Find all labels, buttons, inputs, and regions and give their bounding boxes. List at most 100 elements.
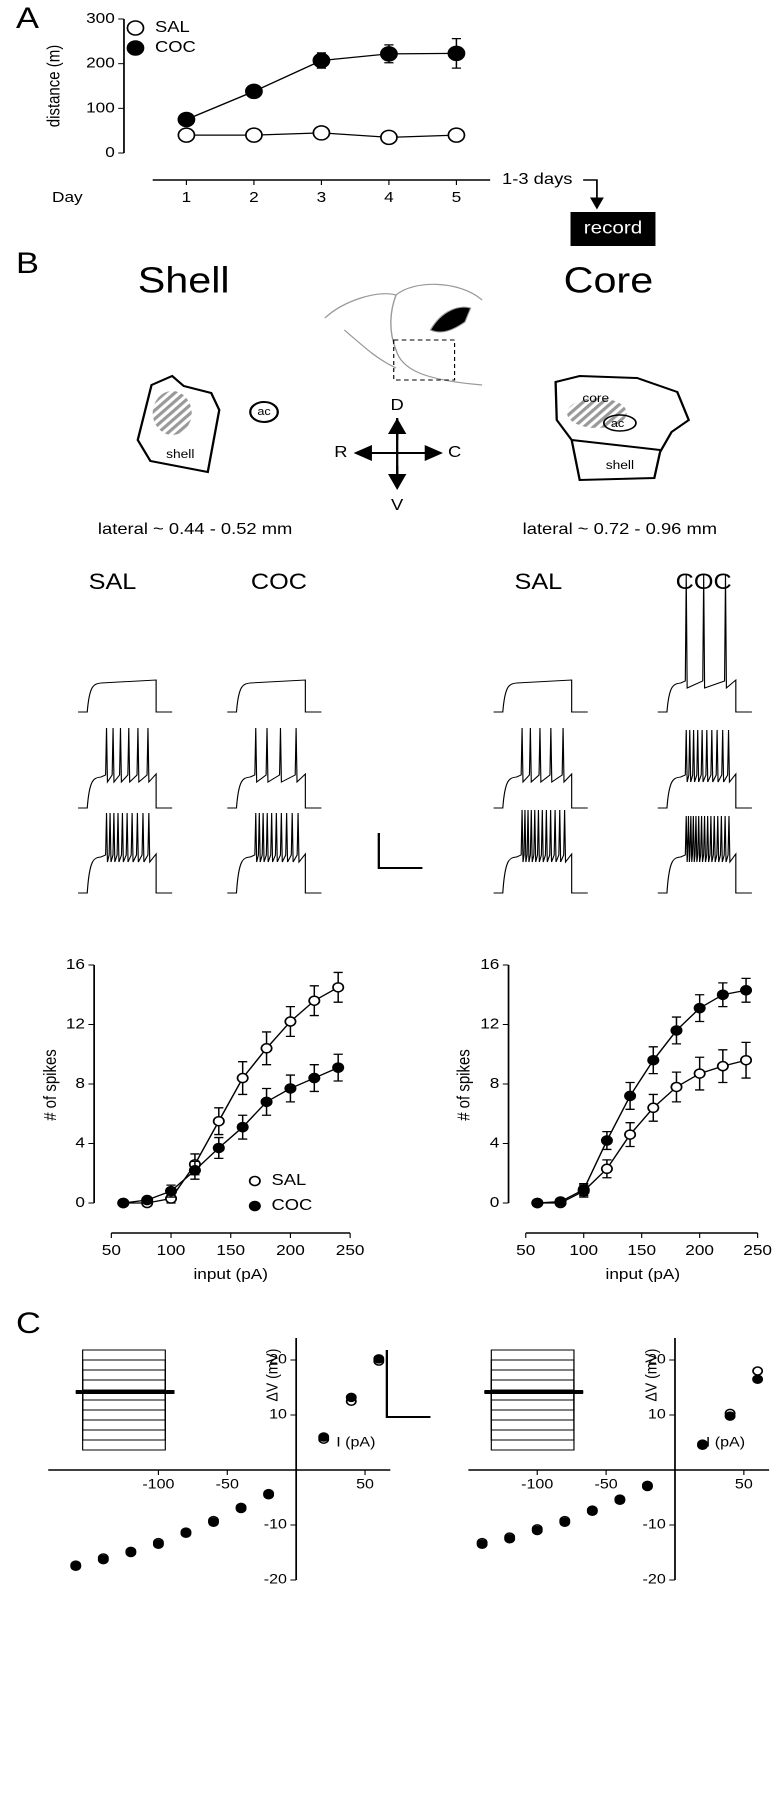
series-line [123, 986, 339, 1204]
trace [227, 679, 322, 713]
y-axis-label: ΔV (mV) [642, 1349, 660, 1402]
region-label: core [582, 391, 609, 405]
marker [263, 1490, 275, 1500]
marker [245, 83, 263, 100]
marker [724, 1411, 736, 1421]
x-tick-label: 4 [384, 189, 394, 206]
marker [716, 1060, 729, 1072]
trace [78, 679, 173, 713]
marker [165, 1185, 178, 1197]
marker [332, 982, 345, 993]
x-tick-label: -100 [142, 1477, 174, 1493]
record-box [570, 212, 656, 246]
marker [740, 985, 753, 996]
trace [75, 1369, 175, 1393]
trace [75, 1391, 175, 1421]
lateral-label: lateral ~ 0.72 - 0.96 mm [523, 519, 717, 538]
y-tick-label: 4 [75, 1134, 85, 1151]
x-axis-label: I (pA) [706, 1435, 745, 1451]
marker [647, 1102, 660, 1114]
x-tick-label: 150 [216, 1242, 245, 1259]
marker [740, 1054, 753, 1066]
marker [117, 1197, 130, 1209]
trace [75, 1391, 175, 1451]
trace [75, 1391, 175, 1441]
series-line [537, 1059, 747, 1204]
trace [484, 1391, 584, 1431]
y-axis-label: ΔV (mV) [264, 1349, 282, 1402]
marker [531, 1525, 543, 1536]
marker [476, 1539, 488, 1549]
marker [577, 1184, 590, 1195]
core-site [567, 398, 627, 428]
y-tick-label: 16 [480, 956, 499, 973]
trace [78, 812, 173, 894]
trace [75, 1391, 175, 1411]
y-tick-label: 100 [86, 99, 115, 116]
x-tick-label: 1 [182, 189, 192, 206]
y-tick-label: 0 [490, 1194, 500, 1211]
delay-label: 1-3 days [502, 169, 572, 188]
marker [260, 1096, 273, 1108]
legend-marker [126, 20, 145, 36]
marker [345, 1392, 357, 1403]
scale-bar [385, 1350, 431, 1418]
legend-label: COC [155, 37, 196, 56]
trace [484, 1359, 584, 1393]
trace [484, 1369, 584, 1393]
legend-marker [248, 1200, 261, 1212]
trace [484, 1391, 584, 1451]
delay-arrow [583, 179, 604, 210]
marker [531, 1197, 544, 1209]
y-tick-label: -20 [264, 1572, 287, 1588]
marker [180, 1528, 192, 1538]
x-tick-label: 100 [157, 1242, 186, 1259]
legend-marker [126, 40, 145, 56]
x-tick-label: 200 [685, 1242, 714, 1259]
x-tick-label: -50 [594, 1477, 617, 1493]
x-tick-label: 50 [102, 1242, 121, 1259]
trace [493, 727, 588, 809]
trace [75, 1391, 175, 1431]
panel-label: A [16, 1, 39, 34]
region-label: ac [257, 405, 270, 418]
x-tick-label: -50 [216, 1477, 239, 1493]
y-tick-label: 0 [75, 1194, 85, 1211]
group-label: SAL [89, 570, 137, 594]
x-tick-label: 200 [276, 1242, 305, 1259]
marker [752, 1374, 764, 1384]
series-line [123, 1067, 339, 1204]
shell-site [152, 391, 192, 435]
marker [600, 1163, 613, 1175]
marker [318, 1432, 330, 1442]
x-tick-label: 5 [452, 189, 462, 206]
marker [600, 1135, 613, 1146]
marker [152, 1539, 164, 1549]
direction-label: V [391, 495, 404, 514]
trace [227, 812, 322, 894]
marker [212, 1142, 225, 1154]
direction-label: R [334, 442, 347, 461]
region-label: shell [166, 447, 194, 461]
trace [484, 1391, 584, 1421]
marker [97, 1554, 109, 1565]
marker [260, 1043, 273, 1054]
legend-label: COC [271, 1195, 312, 1214]
marker [245, 127, 263, 143]
x-tick-label: 2 [249, 189, 259, 206]
trace [657, 573, 752, 713]
marker [693, 1068, 706, 1079]
x-tick-label: 150 [627, 1242, 656, 1259]
trace [227, 727, 322, 809]
y-tick-label: 20 [648, 1352, 666, 1368]
trace [657, 729, 752, 809]
panel-label: B [16, 246, 39, 279]
marker [208, 1517, 219, 1527]
y-tick-label: 4 [490, 1134, 500, 1151]
marker [380, 129, 398, 146]
panel-label: C [16, 1306, 41, 1339]
marker [212, 1115, 225, 1127]
sagittal-outline [324, 283, 483, 386]
trace [484, 1391, 584, 1411]
legend-marker [248, 1175, 261, 1187]
